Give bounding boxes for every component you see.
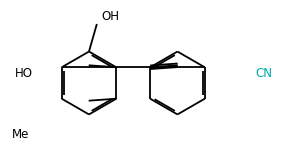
- Text: Me: Me: [11, 128, 29, 141]
- Text: HO: HO: [15, 67, 33, 80]
- Text: CN: CN: [255, 67, 272, 80]
- Text: OH: OH: [102, 10, 120, 23]
